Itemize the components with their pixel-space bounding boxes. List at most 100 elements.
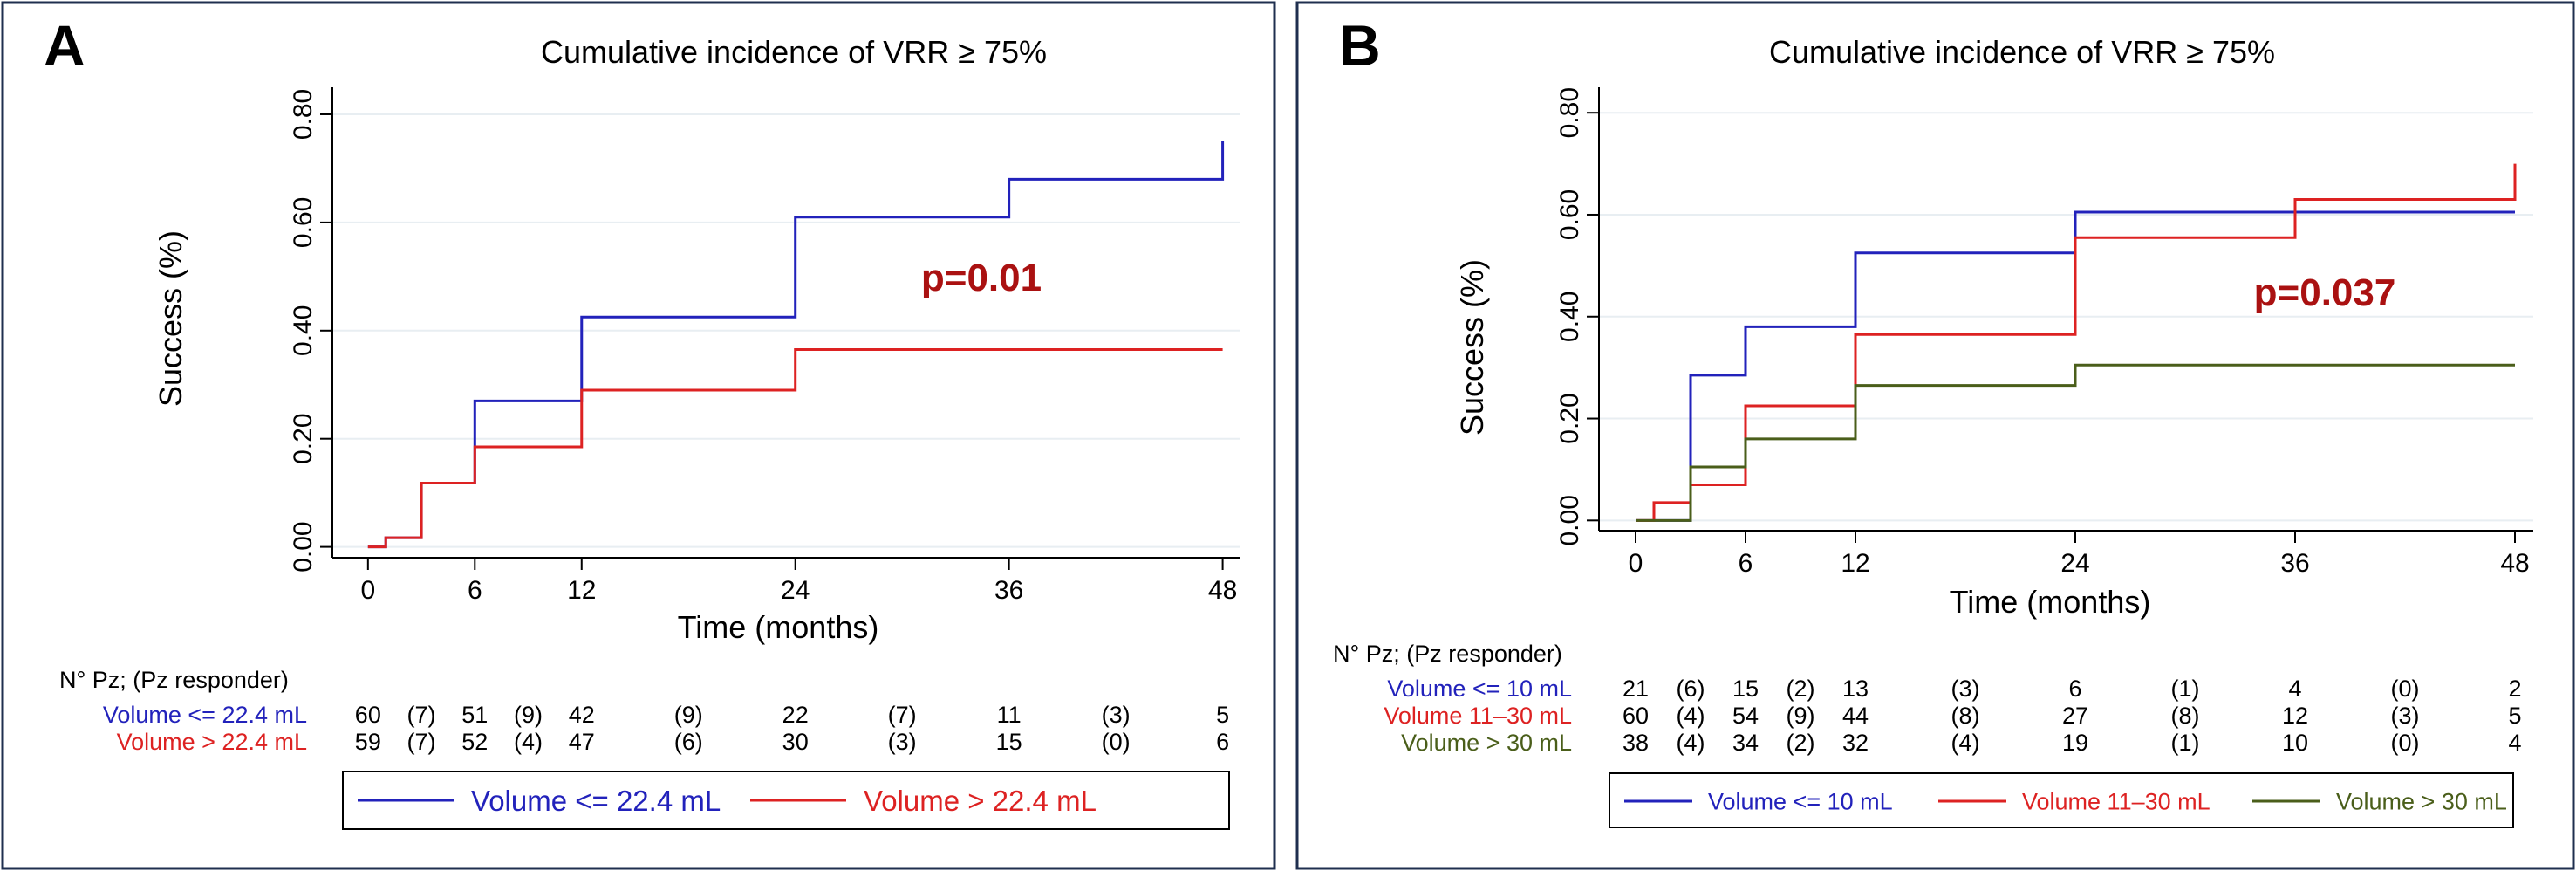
risk-cell: 10 — [2282, 730, 2308, 756]
x-tick-label: 6 — [1739, 549, 1753, 578]
risk-cell: 19 — [2062, 730, 2088, 756]
series-line-1 — [1636, 210, 2515, 522]
risk-cell: 13 — [1842, 676, 1869, 702]
panel-b-label: B — [1339, 13, 1381, 78]
panel-a-legend: Volume <= 22.4 mL Volume > 22.4 mL — [358, 785, 1097, 817]
legend-label: Volume > 22.4 mL — [864, 785, 1097, 817]
y-tick-label: 0.40 — [289, 305, 318, 356]
x-tick-label: 48 — [2500, 549, 2529, 578]
risk-cell: 34 — [1732, 730, 1759, 756]
x-tick-label: 0 — [360, 576, 375, 605]
panel-b-plot: 0.00 0.20 0.40 0.60 0.80 0 6 12 24 36 48 — [1555, 87, 2533, 578]
y-tick-label: 0.80 — [289, 89, 318, 140]
risk-cell: (7) — [888, 702, 917, 728]
risk-cell: (7) — [407, 702, 436, 728]
panel-a-pvalue: p=0.01 — [921, 257, 1042, 299]
risk-cell: 59 — [355, 729, 381, 755]
risk-cell: (9) — [514, 702, 543, 728]
risk-cell: 15 — [996, 729, 1022, 755]
series-line-2 — [367, 347, 1223, 549]
risk-cell: 60 — [1623, 703, 1649, 729]
risk-cell: (4) — [514, 729, 543, 755]
x-tick-label: 0 — [1629, 549, 1643, 578]
x-tick-label: 36 — [2280, 549, 2309, 578]
risk-cell: (4) — [1951, 730, 1980, 756]
risk-row-label: Volume > 30 mL — [1401, 730, 1572, 756]
risk-cell: (1) — [2171, 676, 2200, 702]
risk-cell: 54 — [1732, 703, 1759, 729]
risk-cell: 4 — [2508, 730, 2521, 756]
risk-cell: 6 — [2068, 676, 2081, 702]
risk-cell: (8) — [1951, 703, 1980, 729]
y-tick-label: 0.20 — [289, 414, 318, 464]
risk-cell: 5 — [2508, 703, 2521, 729]
risk-cell: (3) — [888, 729, 917, 755]
risk-cell: 52 — [461, 729, 488, 755]
risk-cell: (3) — [1102, 702, 1131, 728]
risk-cell: 42 — [569, 702, 595, 728]
risk-cell: (7) — [407, 729, 436, 755]
panel-a-plot: 0.00 0.20 0.40 0.60 0.80 0 6 12 24 36 48 — [289, 87, 1240, 605]
panel-b-risk-table: Volume <= 10 mL 21 (6) 15 (2) 13 (3) 6 (1) 4 (0) 2 V… — [1384, 676, 2521, 756]
panel-b-ylabel: Success (%) — [1454, 259, 1490, 436]
y-tick-label: 0.40 — [1555, 292, 1584, 342]
y-tick-label: 0.60 — [1555, 189, 1584, 240]
x-tick-label: 12 — [567, 576, 596, 605]
risk-cell: 51 — [461, 702, 488, 728]
y-tick-label: 0.20 — [1555, 393, 1584, 443]
risk-cell: (6) — [674, 729, 703, 755]
legend-label: Volume <= 10 mL — [1708, 789, 1893, 815]
risk-cell: 27 — [2062, 703, 2088, 729]
risk-cell: (1) — [2171, 730, 2200, 756]
risk-cell: (6) — [1677, 676, 1705, 702]
panel-a-label: A — [44, 13, 85, 78]
legend-label: Volume 11–30 mL — [2022, 789, 2210, 815]
x-tick-label: 6 — [468, 576, 482, 605]
risk-cell: 22 — [782, 702, 809, 728]
risk-row-label: Volume <= 22.4 mL — [103, 702, 307, 728]
legend-label: Volume <= 22.4 mL — [471, 785, 721, 817]
y-tick-label: 0.00 — [1555, 495, 1584, 545]
risk-cell: (4) — [1677, 703, 1705, 729]
risk-cell: 44 — [1842, 703, 1869, 729]
panel-a-xlabel: Time (months) — [678, 609, 879, 645]
y-tick-label: 0.00 — [289, 521, 318, 572]
panel-a-ylabel: Success (%) — [153, 230, 188, 407]
risk-cell: (3) — [1951, 676, 1980, 702]
risk-cell: (2) — [1787, 730, 1815, 756]
risk-cell: 32 — [1842, 730, 1869, 756]
risk-cell: 2 — [2508, 676, 2521, 702]
plot-background — [1599, 87, 2533, 531]
risk-cell: 5 — [1216, 702, 1229, 728]
risk-row-label: Volume 11–30 mL — [1384, 703, 1572, 729]
panel-b-risk-header: N° Pz; (Pz responder) — [1333, 641, 1562, 667]
panel-b-legend-box — [1609, 772, 2514, 828]
risk-cell: (9) — [674, 702, 703, 728]
risk-row-label: Volume <= 10 mL — [1387, 676, 1572, 702]
panel-a: A Cumulative incidence of VRR ≥ 75% 0.00… — [1, 1, 1276, 870]
risk-row-label: Volume > 22.4 mL — [117, 729, 307, 755]
risk-cell: (0) — [1102, 729, 1131, 755]
x-tick-label: 24 — [2060, 549, 2089, 578]
risk-cell: 21 — [1623, 676, 1649, 702]
x-tick-label: 12 — [1841, 549, 1869, 578]
legend-label: Volume > 30 mL — [2336, 789, 2507, 815]
panel-a-title: Cumulative incidence of VRR ≥ 75% — [541, 34, 1047, 70]
panel-b-title: Cumulative incidence of VRR ≥ 75% — [1769, 34, 2275, 70]
risk-cell: (0) — [2391, 676, 2420, 702]
x-tick-label: 48 — [1208, 576, 1237, 605]
risk-cell: 38 — [1623, 730, 1649, 756]
panel-b-pvalue: p=0.037 — [2254, 271, 2396, 314]
x-tick-label: 24 — [781, 576, 810, 605]
risk-cell: 47 — [569, 729, 595, 755]
risk-cell: 60 — [355, 702, 381, 728]
risk-cell: 30 — [782, 729, 809, 755]
risk-cell: 11 — [997, 702, 1022, 728]
series-line-3 — [1636, 363, 2515, 522]
risk-cell: 6 — [1216, 729, 1229, 755]
x-tick-label: 36 — [994, 576, 1023, 605]
risk-cell: (3) — [2391, 703, 2420, 729]
panel-b-xlabel: Time (months) — [1950, 584, 2151, 620]
risk-cell: (8) — [2171, 703, 2200, 729]
